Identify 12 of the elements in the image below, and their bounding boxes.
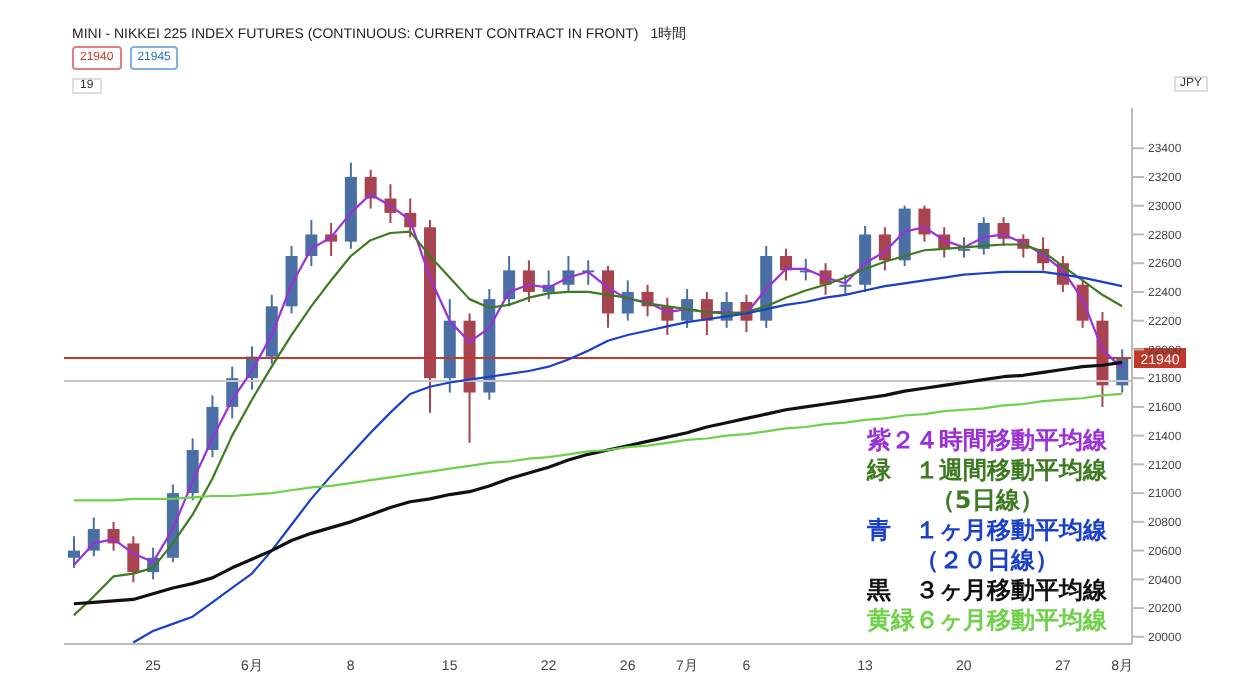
candlestick <box>958 236 970 259</box>
candlestick <box>522 259 535 303</box>
text: 青 １ヶ月移動平均線（２０日線） <box>862 516 1112 576</box>
text: 緑 １週間移動平均線（5日線） <box>862 456 1112 516</box>
candlestick <box>127 535 140 584</box>
text: 黄緑６ヶ月移動平均線 <box>862 606 1112 636</box>
candlestick <box>364 168 377 210</box>
text: 黒 ３ヶ月移動平均線 <box>862 576 1112 606</box>
candlestick <box>839 273 852 296</box>
text: 紫２４時間移動平均線 <box>862 426 1112 456</box>
candlestick <box>68 535 80 569</box>
candlestick <box>503 255 516 308</box>
